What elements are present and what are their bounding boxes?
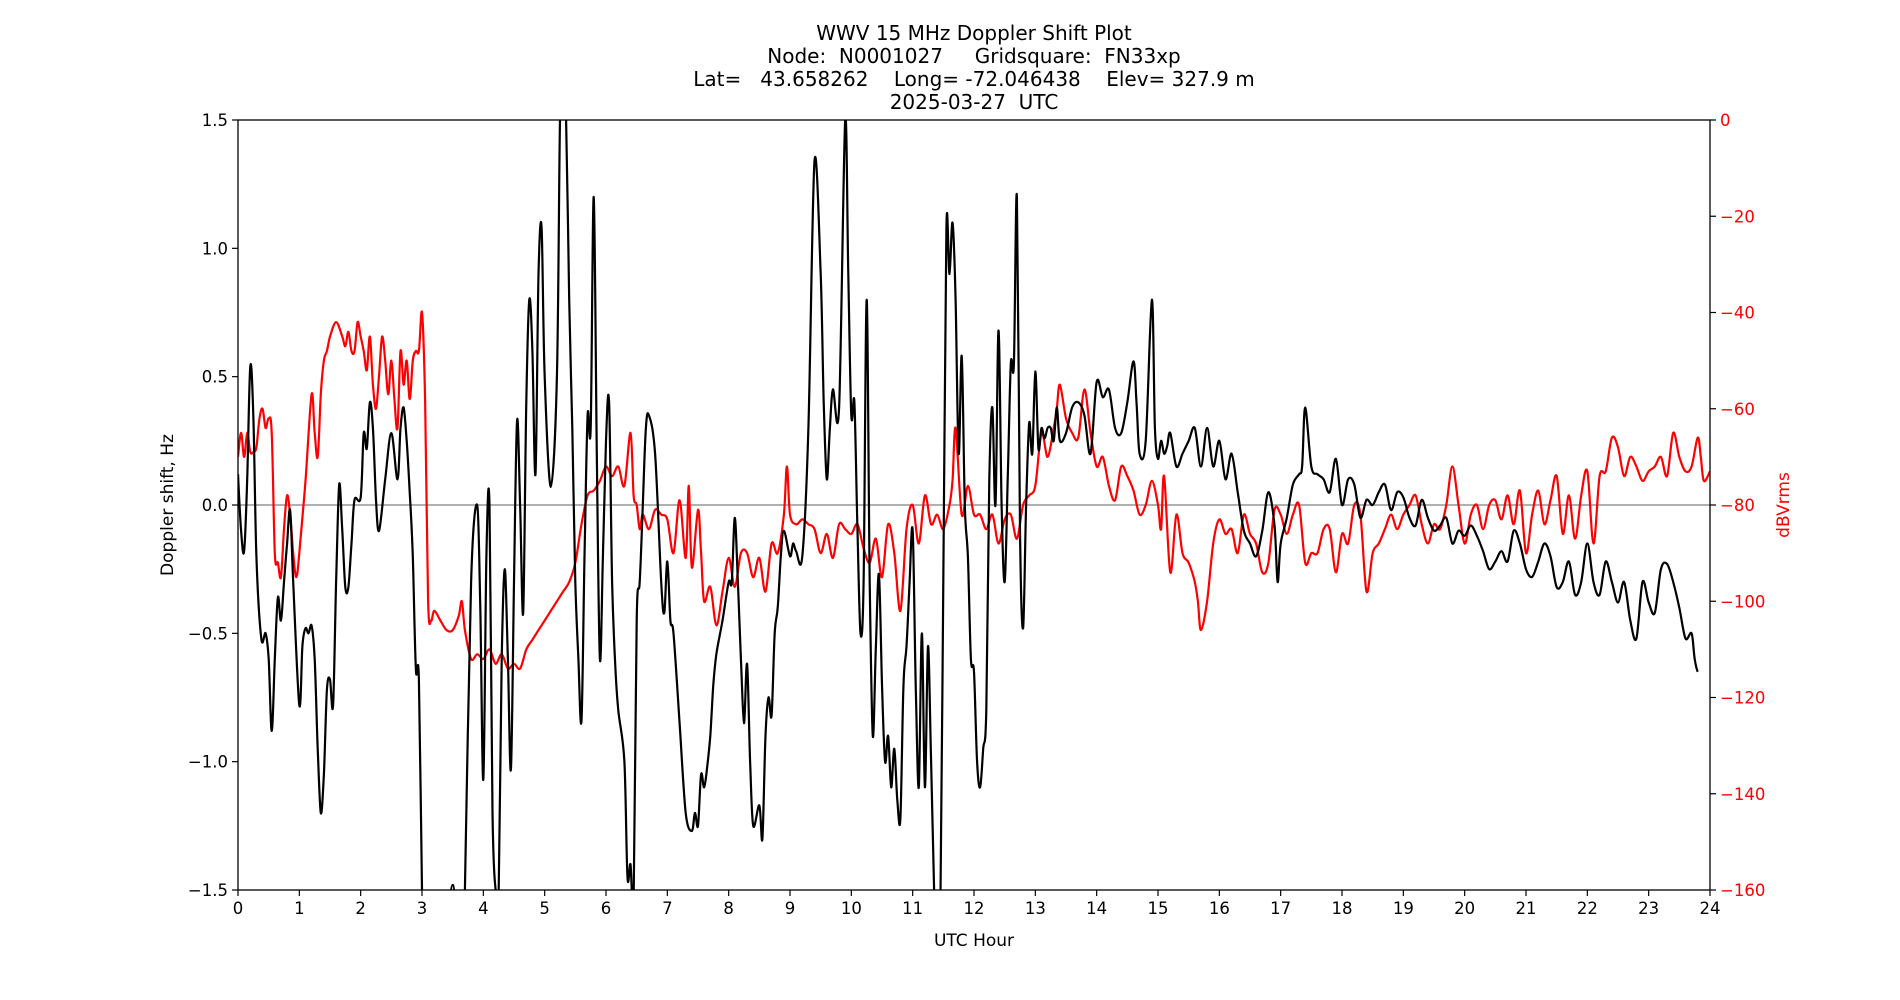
x-tick-label: 20 [1454, 899, 1475, 918]
x-tick-label: 6 [601, 899, 612, 918]
x-tick-label: 2 [355, 899, 366, 918]
x-tick-label: 23 [1638, 899, 1659, 918]
x-tick-label: 1 [294, 899, 305, 918]
x-tick-label: 11 [902, 899, 923, 918]
x-tick-label: 17 [1270, 899, 1291, 918]
x-tick-label: 22 [1577, 899, 1598, 918]
y2-tick-label: −80 [1720, 496, 1755, 515]
doppler-series-line [238, 120, 1699, 890]
x-tick-label: 0 [233, 899, 244, 918]
y-tick-label: 1.0 [202, 239, 228, 258]
y2-tick-label: −20 [1720, 207, 1755, 226]
y2-tick-label: −40 [1720, 304, 1755, 323]
x-tick-label: 14 [1086, 899, 1107, 918]
x-tick-label: 5 [539, 899, 550, 918]
y-tick-label: −1.0 [188, 753, 228, 772]
x-tick-label: 21 [1516, 899, 1537, 918]
chart-subtitle-date: 2025-03-27 UTC [889, 90, 1059, 114]
x-axis-label: UTC Hour [934, 931, 1014, 951]
x-tick-label: 4 [478, 899, 489, 918]
x-tick-label: 24 [1700, 899, 1721, 918]
chart-title-block: WWV 15 MHz Doppler Shift Plot Node: N000… [238, 22, 1710, 114]
x-tick-label: 13 [1025, 899, 1046, 918]
y2-tick-label: −60 [1720, 400, 1755, 419]
x-tick-label: 15 [1148, 899, 1169, 918]
x-tick-label: 3 [417, 899, 428, 918]
x-tick-label: 19 [1393, 899, 1414, 918]
y2-tick-label: −120 [1720, 689, 1765, 708]
y-tick-label: 1.5 [202, 111, 228, 130]
chart-subtitle-location: Lat= 43.658262 Long= -72.046438 Elev= 32… [693, 67, 1255, 91]
y-axis-right-label: dBVrms [1774, 472, 1794, 538]
y-tick-label: 0.5 [202, 368, 228, 387]
x-tick-label: 18 [1332, 899, 1353, 918]
x-tick-label: 9 [785, 899, 796, 918]
y-tick-label: 0.0 [202, 496, 228, 515]
y-tick-label: −0.5 [188, 624, 228, 643]
y2-tick-label: −100 [1720, 592, 1765, 611]
y2-tick-label: −160 [1720, 881, 1765, 900]
x-tick-label: 10 [841, 899, 862, 918]
x-axis-ticks: 0 1 2 3 4 5 6 7 8 9 10 11 12 13 14 15 16 17 18 19 20 21 22 23 24 [233, 890, 1721, 918]
power-series-line [238, 310, 1710, 671]
y-axis-right-ticks: 0 −20 −40 −60 −80 −100 −120 −140 −160 [1710, 111, 1765, 900]
y-axis-left-label: Doppler shift, Hz [158, 434, 178, 576]
y2-tick-label: −140 [1720, 785, 1765, 804]
x-tick-label: 7 [662, 899, 673, 918]
y-tick-label: −1.5 [188, 881, 228, 900]
chart-subtitle-node: Node: N0001027 Gridsquare: FN33xp [767, 44, 1181, 68]
x-tick-label: 8 [723, 899, 734, 918]
x-tick-label: 12 [964, 899, 985, 918]
chart-title: WWV 15 MHz Doppler Shift Plot [816, 21, 1132, 45]
y-axis-left-ticks: 1.5 1.0 0.5 0.0 −0.5 −1.0 −1.5 [188, 111, 238, 900]
y2-tick-label: 0 [1720, 111, 1731, 130]
x-tick-label: 16 [1209, 899, 1230, 918]
